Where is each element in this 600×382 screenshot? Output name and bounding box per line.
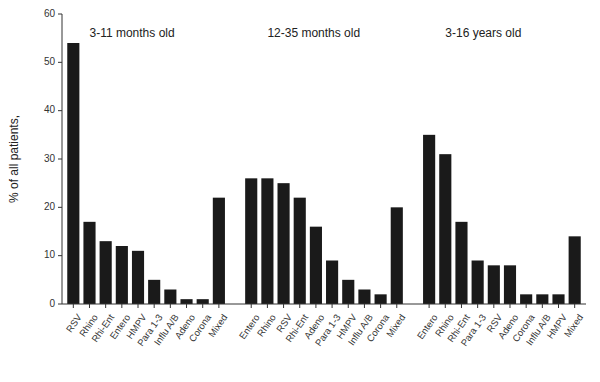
bar [100,241,112,304]
x-tick-label: Mixed [206,312,230,339]
x-tick [542,304,543,308]
x-tick [364,304,365,308]
bar [180,299,192,304]
chart-container: 0102030405060RSVRhinoRhi-EntEnteroHMPVPa… [0,0,600,382]
x-axis-line [62,304,586,305]
y-axis-label: % of all patients, [7,115,21,203]
y-tick [58,304,62,305]
x-tick [558,304,559,308]
y-tick [58,62,62,63]
x-tick [121,304,122,308]
x-tick [299,304,300,308]
bar [520,294,532,304]
bar [552,294,564,304]
bar [455,222,467,304]
y-tick [58,159,62,160]
bar [310,227,322,304]
x-tick [186,304,187,308]
y-tick-label: 10 [44,249,56,260]
bar [569,236,581,304]
x-tick [73,304,74,308]
x-tick [396,304,397,308]
x-tick [218,304,219,308]
x-tick-label: Mixed [384,312,408,339]
x-tick [154,304,155,308]
bar [197,299,209,304]
x-tick [267,304,268,308]
y-tick [58,14,62,15]
x-tick [315,304,316,308]
x-tick-label: Mixed [562,312,586,339]
bar [488,265,500,304]
bar [261,178,273,304]
group-label: 12-35 months old [267,26,360,40]
x-tick [526,304,527,308]
x-tick [461,304,462,308]
x-tick [89,304,90,308]
x-tick [251,304,252,308]
x-tick [138,304,139,308]
x-tick [170,304,171,308]
y-tick [58,110,62,111]
bar [504,265,516,304]
y-tick-label: 40 [44,104,56,115]
y-tick [58,207,62,208]
x-tick [509,304,510,308]
y-tick [58,255,62,256]
bar [278,183,290,304]
y-tick-label: 50 [44,56,56,67]
bar [358,290,370,305]
x-tick [202,304,203,308]
group-label: 3-16 years old [445,26,521,40]
x-tick-label: Rhino [255,312,278,339]
y-tick-label: 60 [44,8,56,19]
x-tick [332,304,333,308]
x-tick-label: Para 1-3 [458,312,488,348]
bar [326,261,338,305]
bar [439,154,451,304]
bar [83,222,95,304]
x-tick [574,304,575,308]
y-tick-label: 0 [49,298,55,309]
bar [213,198,225,304]
bar [164,290,176,305]
group-label: 3-11 months old [89,26,174,40]
bar [342,280,354,304]
bar [375,294,387,304]
bar [294,198,306,304]
x-tick [105,304,106,308]
x-tick [445,304,446,308]
bar [472,261,484,305]
x-tick [429,304,430,308]
y-tick-label: 30 [44,153,56,164]
x-tick [493,304,494,308]
bar [391,207,403,304]
x-tick [283,304,284,308]
chart: 0102030405060RSVRhinoRhi-EntEnteroHMPVPa… [0,0,600,382]
bars [67,43,580,304]
x-tick [477,304,478,308]
bar [132,251,144,304]
x-tick [348,304,349,308]
bar [116,246,128,304]
x-tick [380,304,381,308]
bar [67,43,79,304]
bar [536,294,548,304]
y-tick-label: 20 [44,201,56,212]
bar [245,178,257,304]
bar [423,135,435,304]
bar [148,280,160,304]
